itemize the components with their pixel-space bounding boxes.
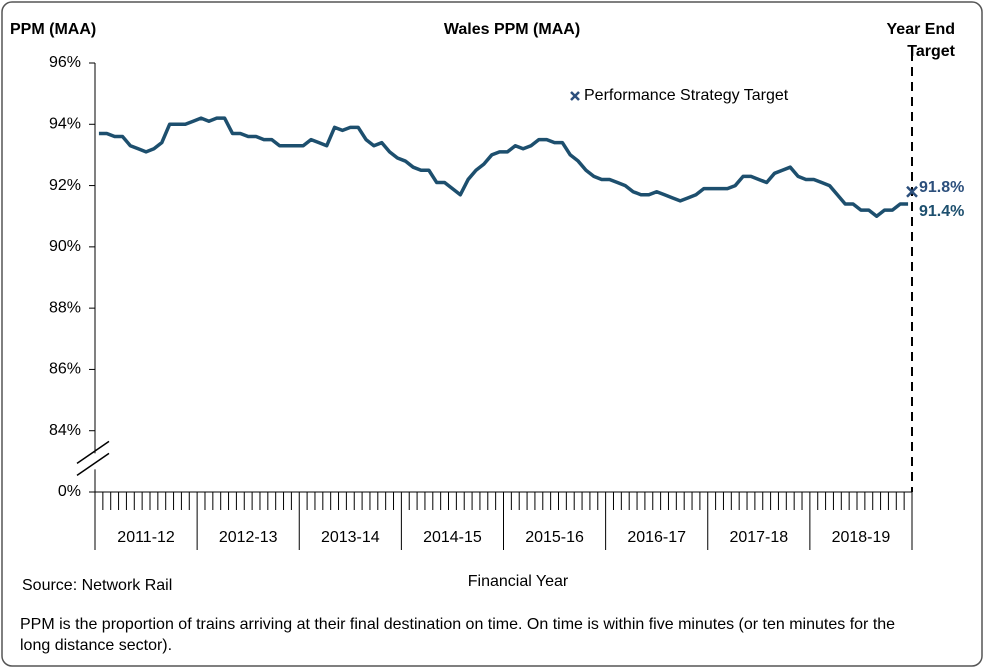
x-group-label: 2013-14 <box>321 529 380 546</box>
y-tick-label: 0% <box>58 483 81 500</box>
note-box: PPM is the proportion of trains arriving… <box>20 616 896 654</box>
target-marker <box>906 185 918 198</box>
x-group-label: 2017-18 <box>729 529 788 546</box>
y-tick-label: 92% <box>49 177 81 194</box>
y-tick-label: 94% <box>49 116 81 133</box>
y-axis-label: PPM (MAA) <box>10 21 96 38</box>
axis-break <box>76 440 110 464</box>
x-group-label: 2014-15 <box>423 529 482 546</box>
axis-break <box>76 452 110 476</box>
y-tick-label: 90% <box>49 238 81 255</box>
x-axis-label: Financial Year <box>468 573 569 590</box>
legend-label: Performance Strategy Target <box>584 87 789 104</box>
value-label: 91.4% <box>919 203 964 220</box>
y-tick-label: 86% <box>49 361 81 378</box>
target-line-label: Year End Target <box>887 21 956 60</box>
x-group-label: 2015-16 <box>525 529 584 546</box>
legend-marker <box>570 91 580 101</box>
y-tick-label: 88% <box>49 299 81 316</box>
y-tick-label: 96% <box>49 54 81 71</box>
x-group-label: 2016-17 <box>627 529 686 546</box>
axis-break-gap <box>83 453 107 470</box>
source: Source: Network Rail <box>22 577 172 594</box>
x-group-label: 2012-13 <box>219 529 278 546</box>
target-label: 91.8% <box>919 179 964 196</box>
note: PPM is the proportion of trains arriving… <box>20 616 896 654</box>
y-tick-label: 84% <box>49 422 81 439</box>
x-group-label: 2018-19 <box>832 529 891 546</box>
ppm-line <box>98 116 909 218</box>
x-group-label: 2011-12 <box>117 529 175 546</box>
chart-title: Wales PPM (MAA) <box>444 21 580 38</box>
